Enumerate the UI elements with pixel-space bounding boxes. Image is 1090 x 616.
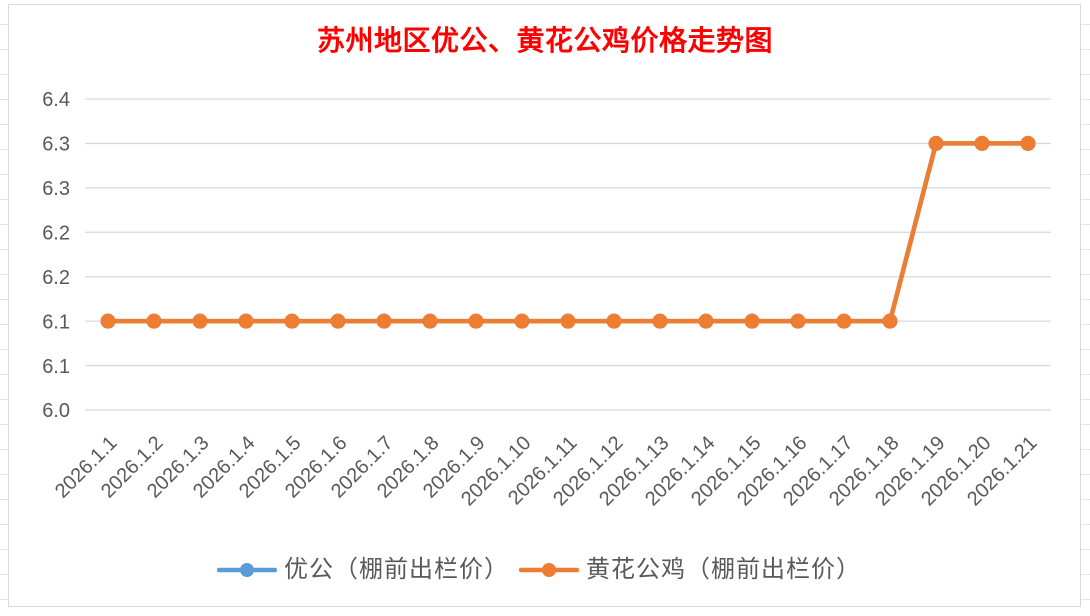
data-point [836, 313, 852, 329]
chart-frame[interactable] [8, 4, 1081, 607]
data-point [1020, 135, 1036, 151]
y-tick-label: 6.1 [42, 311, 70, 333]
data-point [376, 313, 392, 329]
y-tick-label: 6.0 [42, 400, 70, 422]
data-point [514, 313, 530, 329]
y-tick-label: 6.1 [42, 356, 70, 378]
y-tick-label: 6.2 [42, 267, 70, 289]
legend-swatch-series-2 [519, 563, 579, 577]
data-point [974, 135, 990, 151]
y-tick-label: 6.3 [42, 134, 70, 156]
legend-label-series-1: 优公（棚前出栏价） [284, 556, 509, 583]
data-point [422, 313, 438, 329]
data-point [238, 313, 254, 329]
data-point [652, 313, 668, 329]
data-point [606, 313, 622, 329]
legend-swatch-marker [240, 563, 254, 577]
y-tick-label: 6.2 [42, 222, 70, 244]
data-point [928, 135, 944, 151]
legend-swatch-marker [542, 563, 556, 577]
data-point [698, 313, 714, 329]
data-point [882, 313, 898, 329]
data-point [468, 313, 484, 329]
y-tick-label: 6.3 [42, 178, 70, 200]
legend-item-series-2: 黄花公鸡（棚前出栏价） [519, 553, 861, 587]
chart-title: 苏州地区优公、黄花公鸡价格走势图 [316, 26, 773, 57]
legend-swatch-series-1 [217, 563, 277, 577]
data-point [100, 313, 116, 329]
data-point [330, 313, 346, 329]
data-point [744, 313, 760, 329]
legend-item-series-1: 优公（棚前出栏价） [217, 553, 509, 587]
data-point [790, 313, 806, 329]
data-point [284, 313, 300, 329]
data-point [146, 313, 162, 329]
y-tick-label: 6.4 [42, 89, 70, 111]
legend: 优公（棚前出栏价） 黄花公鸡（棚前出栏价） [217, 553, 861, 587]
legend-label-series-2: 黄花公鸡（棚前出栏价） [586, 556, 861, 583]
data-point [192, 313, 208, 329]
data-point [560, 313, 576, 329]
